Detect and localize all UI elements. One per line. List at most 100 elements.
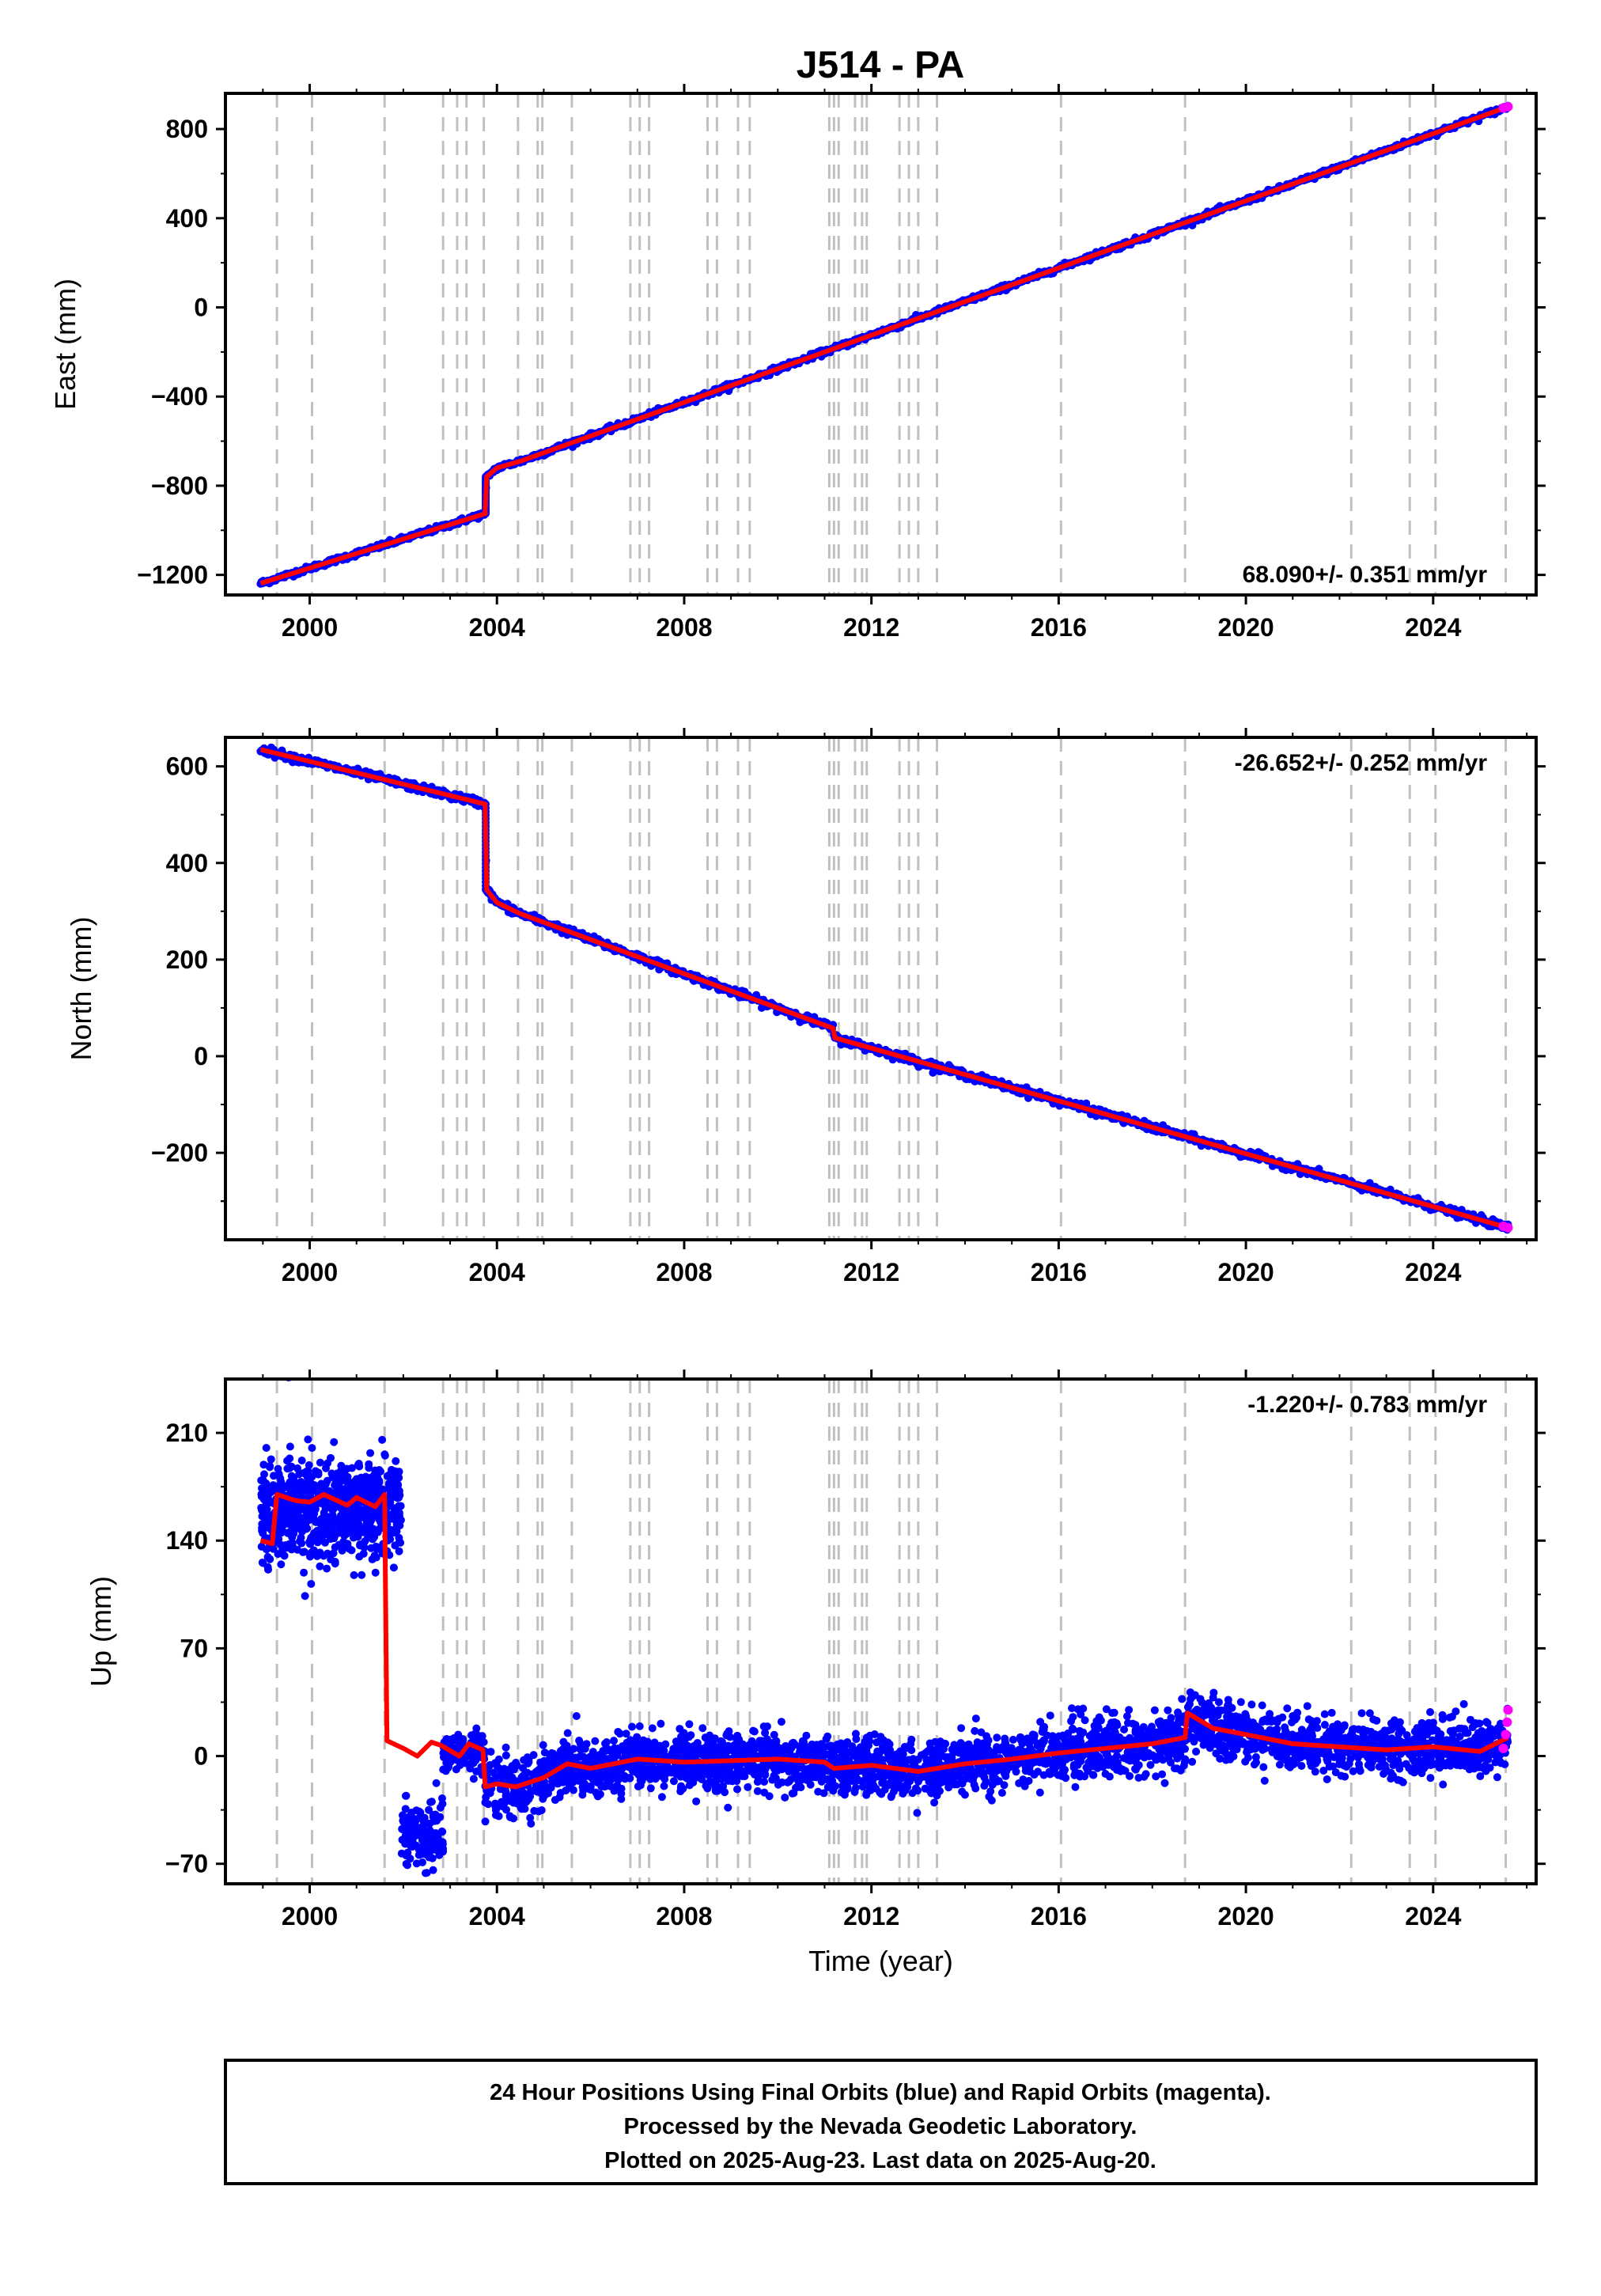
north-rate-label: -26.652+/- 0.252 mm/yr	[1235, 750, 1488, 776]
up-point	[360, 1543, 369, 1552]
up-point	[449, 1755, 457, 1764]
north-ytick-label: 600	[166, 752, 208, 781]
north-xtick-label-4: 2016	[1031, 1258, 1087, 1286]
east-xtick-label-2: 2008	[656, 613, 712, 642]
up-point	[436, 1813, 445, 1821]
up-point	[997, 1789, 1006, 1798]
north-frame	[224, 736, 1538, 1241]
up-point	[340, 1514, 349, 1523]
north-ylabel: North (mm)	[65, 917, 97, 1061]
north-xtick-label-0: 2000	[282, 1258, 338, 1286]
up-point	[316, 1499, 325, 1508]
up-point	[316, 1483, 325, 1492]
north-final-series	[256, 743, 1512, 1234]
up-point	[347, 1546, 356, 1555]
east-model-line	[259, 104, 1509, 586]
up-point	[297, 1457, 306, 1465]
up-point	[353, 1483, 361, 1492]
up-point	[378, 1435, 387, 1444]
north-model-line	[259, 747, 1509, 1230]
up-point	[429, 1866, 437, 1874]
east-xtick-label-3: 2012	[843, 613, 899, 642]
up-point	[321, 1514, 330, 1523]
up-point	[439, 1749, 448, 1757]
up-point	[469, 1775, 478, 1783]
up-point	[257, 1484, 266, 1493]
up-point	[371, 1568, 380, 1577]
east-ytick-label: 800	[166, 115, 208, 143]
up-point	[420, 1820, 429, 1828]
up-point	[269, 1472, 278, 1480]
up-point	[366, 1449, 375, 1457]
up-point	[340, 1464, 349, 1473]
north-xtick-label-6: 2024	[1405, 1258, 1461, 1286]
up-point	[365, 1529, 374, 1538]
up-point	[362, 1510, 371, 1518]
up-point	[405, 1831, 414, 1839]
up-point	[635, 1722, 644, 1730]
up-point	[321, 1464, 330, 1472]
up-point	[1012, 1767, 1020, 1776]
up-point	[323, 1564, 331, 1573]
up-point	[1146, 1760, 1155, 1769]
up-point	[319, 1526, 327, 1535]
up-point	[259, 1476, 267, 1485]
up-point	[305, 1540, 314, 1548]
up-point	[392, 1524, 401, 1533]
up-point	[297, 1533, 305, 1542]
north-xtick-label-3: 2012	[843, 1258, 899, 1286]
up-point	[257, 1503, 266, 1512]
east-rate-label: 68.090+/- 0.351 mm/yr	[1243, 562, 1488, 588]
up-point	[851, 1783, 860, 1792]
up-point	[302, 1467, 311, 1476]
up-point	[385, 1470, 394, 1479]
up-point	[306, 1488, 315, 1497]
up-point	[283, 1457, 292, 1465]
up-point	[283, 1529, 292, 1537]
up-point	[429, 1813, 437, 1821]
up-point	[393, 1494, 402, 1502]
up-point	[278, 1517, 286, 1525]
up-point	[357, 1473, 365, 1482]
up-point	[402, 1851, 411, 1860]
up-point	[1112, 1752, 1121, 1760]
up-point	[418, 1842, 427, 1851]
up-point	[297, 1539, 306, 1548]
north-ytick-label: 200	[166, 945, 208, 974]
up-point	[290, 1525, 299, 1533]
up-point	[384, 1480, 393, 1489]
up-point	[420, 1813, 429, 1822]
up-point	[438, 1847, 447, 1855]
up-point	[365, 1464, 373, 1472]
up-point	[335, 1480, 343, 1488]
up-point	[347, 1464, 356, 1472]
up-point	[331, 1557, 339, 1566]
up-point	[437, 1827, 446, 1836]
up-point	[399, 1817, 408, 1826]
up-point	[418, 1858, 426, 1866]
up-point	[266, 1555, 274, 1563]
up-point	[324, 1549, 332, 1558]
up-point	[305, 1461, 313, 1469]
up-point	[361, 1537, 369, 1546]
up-point	[401, 1805, 410, 1813]
up-point	[403, 1861, 412, 1870]
up-point	[426, 1844, 435, 1853]
up-point	[304, 1515, 312, 1524]
east-xtick-label-1: 2004	[469, 613, 525, 642]
up-point	[280, 1552, 289, 1560]
up-point	[277, 1529, 286, 1537]
up-point	[259, 1461, 268, 1469]
up-point	[300, 1568, 308, 1577]
up-point	[354, 1523, 362, 1532]
chart-title: J514 - PA	[797, 44, 965, 86]
up-point	[341, 1484, 350, 1493]
north-xtick-label-5: 2020	[1217, 1258, 1274, 1286]
up-point	[308, 1444, 316, 1453]
up-point	[402, 1791, 411, 1800]
up-point	[265, 1514, 274, 1522]
up-point	[321, 1504, 330, 1513]
up-point	[438, 1799, 447, 1808]
up-point	[373, 1528, 382, 1536]
up-point	[1081, 1716, 1089, 1725]
